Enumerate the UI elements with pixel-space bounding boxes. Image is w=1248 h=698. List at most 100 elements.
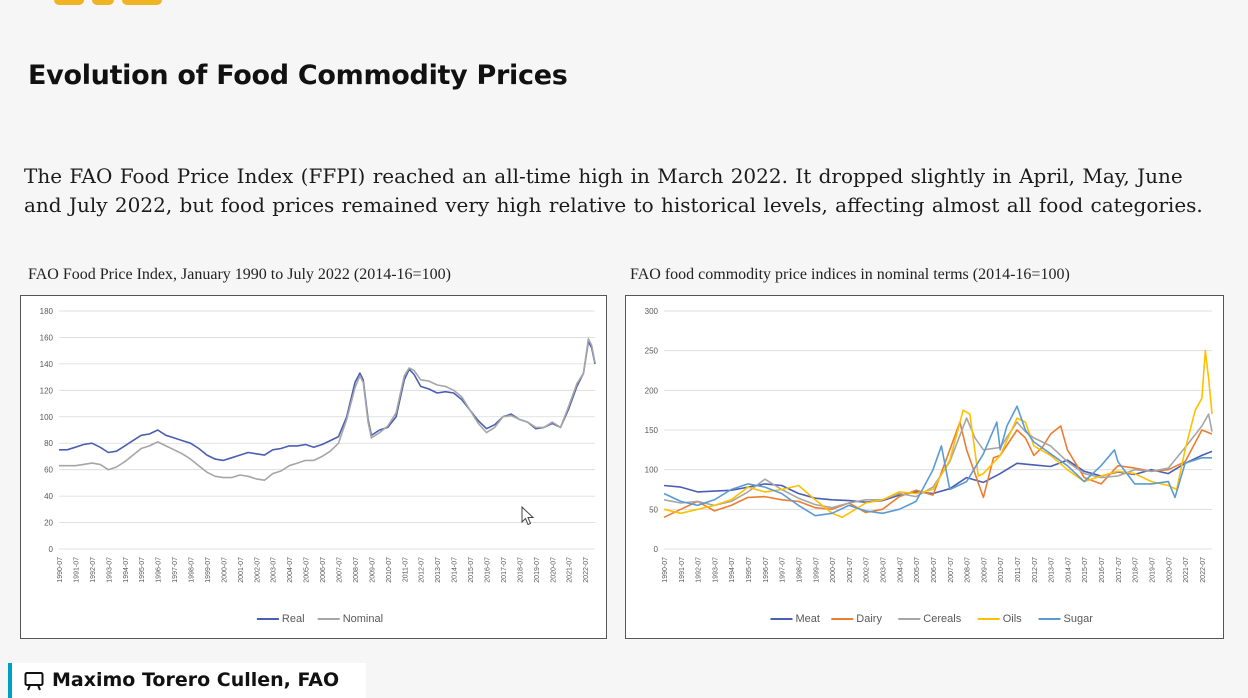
intro-paragraph: The FAO Food Price Index (FFPI) reached …: [24, 164, 1203, 217]
x-tick-label: 2003-07: [271, 557, 278, 583]
x-tick-label: 2012-07: [1032, 557, 1039, 583]
y-tick-label: 20: [44, 519, 53, 528]
x-tick-label: 1994-07: [729, 557, 736, 583]
x-tick-label: 2021-07: [1183, 557, 1190, 583]
series-line-real: [59, 340, 596, 462]
y-tick-label: 160: [40, 333, 54, 342]
chart-ffpi: 0 20 40 60 80 100 120 140 160 180 1990-07 1991-07 19…: [20, 295, 607, 639]
x-tick-label: 2022-07: [583, 557, 590, 583]
x-tick-label: 2004-07: [287, 557, 294, 583]
x-tick-label: 2000-07: [830, 557, 837, 583]
y-tick-label: 60: [44, 466, 53, 475]
x-tick-label: 2015-07: [1082, 557, 1089, 583]
mouse-pointer-icon: [521, 506, 535, 526]
y-tick-label: 80: [44, 439, 53, 448]
x-tick-label: 2018-07: [1133, 557, 1140, 583]
y-tick-label: 100: [645, 466, 659, 475]
presenter-name: Maximo Torero Cullen, FAO: [52, 669, 340, 691]
x-tick-label: 1990-07: [57, 557, 64, 583]
x-tick-label: 1998-07: [189, 557, 196, 583]
x-tick-label: 2007-07: [948, 557, 955, 583]
x-tick-label: 2014-07: [452, 557, 459, 583]
x-tick-label: 2008-07: [353, 557, 360, 583]
series-line-dairy: [663, 421, 1213, 519]
x-tick-label: 1996-07: [156, 557, 163, 583]
x-tick-label: 1999-07: [205, 557, 212, 583]
series-line-nominal: [59, 337, 596, 481]
x-tick-label: 2003-07: [881, 557, 888, 583]
x-tick-label: 2010-07: [386, 557, 393, 583]
x-tick-label: 2002-07: [254, 557, 261, 583]
x-tick-label: 1998-07: [796, 557, 803, 583]
x-tick-label: 1990-07: [662, 557, 669, 583]
x-tick-label: 2016-07: [484, 557, 491, 583]
x-tick-label: 2013-07: [1049, 557, 1056, 583]
x-tick-label: 1993-07: [106, 557, 113, 583]
x-tick-label: 2015-07: [468, 557, 475, 583]
legend-label-dairy: Dairy: [856, 613, 882, 625]
presenter-label: Maximo Torero Cullen, FAO: [8, 663, 366, 698]
y-tick-label: 250: [645, 347, 659, 356]
x-tick-label: 1997-07: [780, 557, 787, 583]
y-tick-label: 120: [40, 386, 54, 395]
x-tick-label: 1994-07: [123, 557, 130, 583]
x-tick-label: 1999-07: [813, 557, 820, 583]
x-tick-label: 2022-07: [1200, 557, 1207, 583]
x-tick-label: 2021-07: [567, 557, 574, 583]
x-tick-label: 2013-07: [435, 557, 442, 583]
x-tick-label: 1993-07: [712, 557, 719, 583]
x-tick-label: 2018-07: [517, 557, 524, 583]
presentation-icon: [24, 672, 44, 691]
x-tick-label: 2001-07: [238, 557, 245, 583]
x-tick-label: 2008-07: [965, 557, 972, 583]
logo-fragment: [40, 0, 180, 6]
x-tick-label: 2005-07: [914, 557, 921, 583]
y-tick-label: 50: [649, 505, 658, 514]
y-tick-label: 40: [44, 492, 53, 501]
x-tick-label: 2005-07: [304, 557, 311, 583]
x-tick-label: 2000-07: [221, 557, 228, 583]
x-tick-label: 2017-07: [1116, 557, 1123, 583]
x-tick-label: 2011-07: [1015, 557, 1022, 582]
x-tick-label: 1991-07: [679, 557, 686, 583]
slide-title: Evolution of Food Commodity Prices: [28, 60, 568, 91]
x-tick-label: 1995-07: [139, 557, 146, 583]
x-tick-label: 2014-07: [1065, 557, 1072, 583]
x-tick-label: 2004-07: [897, 557, 904, 583]
legend-label-meat: Meat: [796, 613, 820, 625]
series-line-cereals: [663, 413, 1213, 509]
x-tick-label: 2020-07: [550, 557, 557, 583]
x-tick-label: 2007-07: [337, 557, 344, 583]
y-tick-label: 150: [645, 426, 659, 435]
y-tick-label: 0: [654, 545, 659, 554]
x-tick-label: 2009-07: [981, 557, 988, 583]
chart-ffpi-svg: 0 20 40 60 80 100 120 140 160 180 1990-07 1991-07 19…: [40, 307, 596, 625]
legend-label-cereals: Cereals: [923, 613, 961, 625]
chart-title-commodities: FAO food commodity price indices in nomi…: [630, 266, 1070, 283]
x-tick-label: 2012-07: [419, 557, 426, 583]
x-tick-label: 2016-07: [1099, 557, 1106, 583]
x-tick-label: 1996-07: [763, 557, 770, 583]
x-tick-label: 2020-07: [1166, 557, 1173, 583]
y-tick-label: 0: [49, 545, 54, 554]
y-tick-label: 300: [645, 307, 659, 316]
legend-label-sugar: Sugar: [1064, 613, 1094, 625]
chart-commodities-svg: 0 50 100 150 200 250 300 1990-07 1991-07 1992-07 1…: [645, 307, 1213, 625]
legend-label-oils: Oils: [1003, 613, 1022, 625]
x-tick-label: 1995-07: [746, 557, 753, 583]
y-tick-label: 100: [40, 413, 54, 422]
y-tick-label: 200: [645, 386, 659, 395]
legend-label-nominal: Nominal: [343, 613, 383, 625]
x-tick-label: 2009-07: [369, 557, 376, 583]
x-tick-label: 2019-07: [534, 557, 541, 583]
x-tick-label: 2001-07: [847, 557, 854, 583]
x-tick-label: 2010-07: [998, 557, 1005, 583]
x-tick-label: 1991-07: [73, 557, 80, 583]
y-tick-label: 180: [40, 307, 54, 316]
x-tick-label: 2006-07: [320, 557, 327, 583]
x-tick-label: 2006-07: [931, 557, 938, 583]
x-tick-label: 2019-07: [1149, 557, 1156, 583]
x-tick-label: 2017-07: [501, 557, 508, 583]
x-tick-label: 1992-07: [696, 557, 703, 583]
